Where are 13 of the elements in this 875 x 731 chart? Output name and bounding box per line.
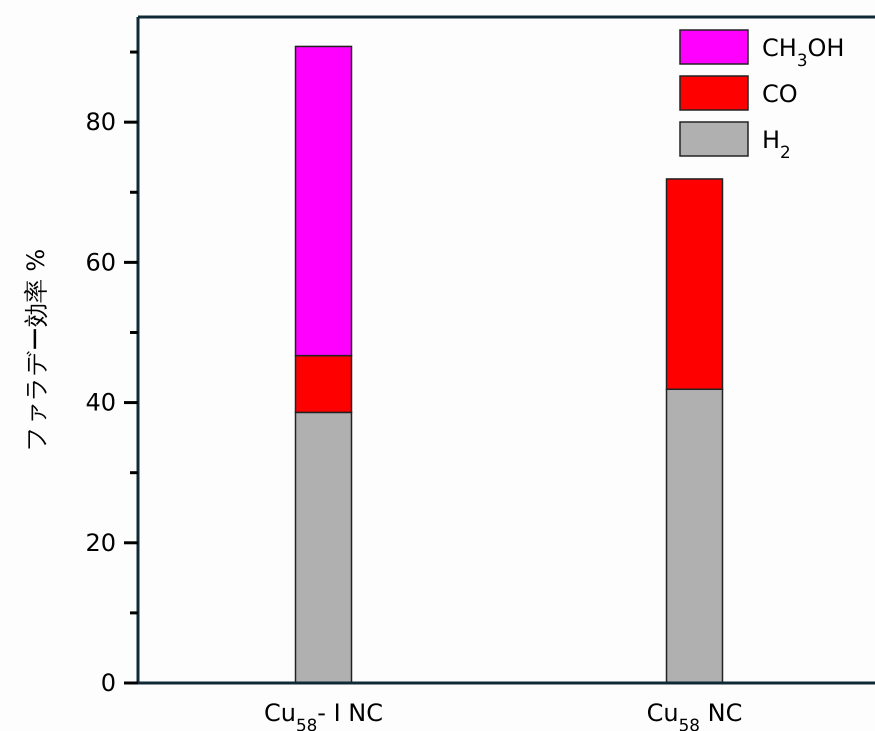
- x-tick-label: Cu$_{58}$- Ⅰ NC: [264, 699, 384, 731]
- y-axis-title: ファラデー効率 %: [22, 248, 50, 452]
- y-tick-label: 80: [85, 108, 116, 136]
- legend-label: CH$_{3}$OH: [762, 34, 844, 70]
- y-tick-label: 60: [85, 248, 116, 276]
- legend-label: CO: [762, 80, 798, 108]
- legend-label: H$_{2}$: [762, 126, 791, 162]
- y-tick-label: 0: [100, 669, 116, 697]
- bar: [294, 354, 352, 414]
- x-tick-label: Cu$_{58}$ NC: [646, 699, 742, 731]
- y-tick-label: 20: [85, 528, 116, 557]
- bar: [666, 178, 724, 390]
- y-tick-label: 40: [85, 388, 116, 417]
